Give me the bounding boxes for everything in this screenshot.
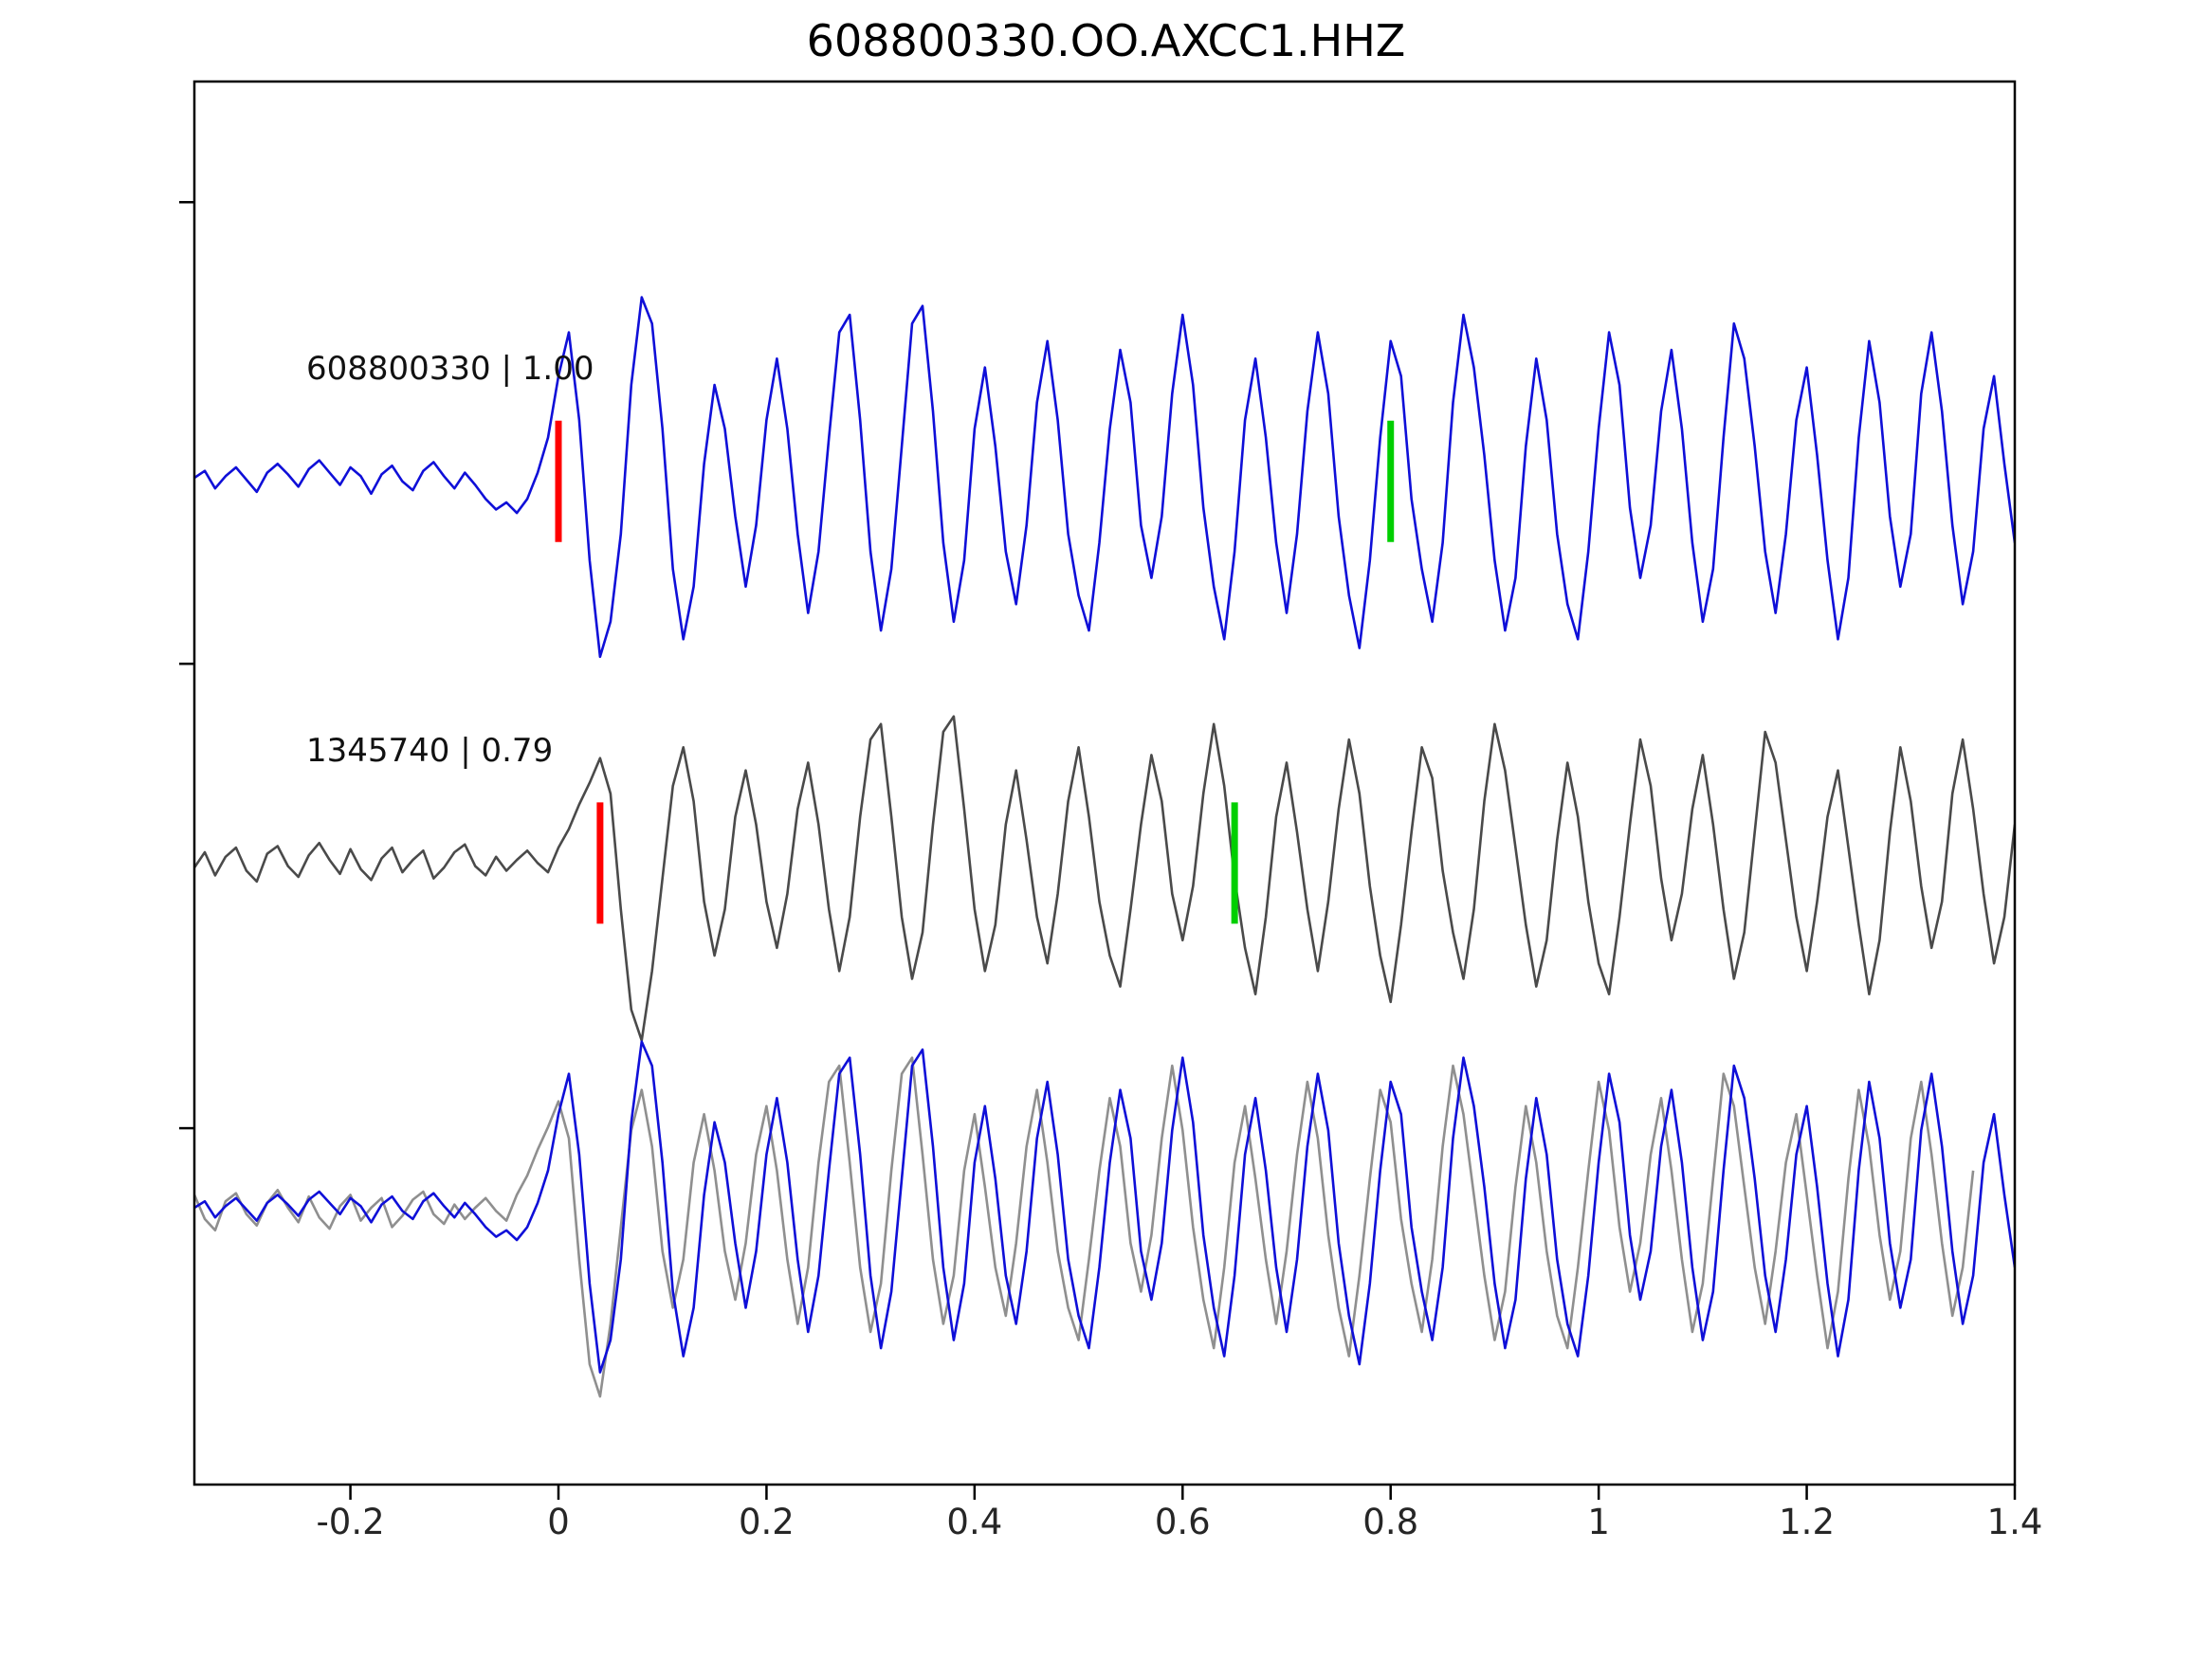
x-tick-label: 1.4 bbox=[1986, 1502, 2043, 1542]
x-tick-label: 0.4 bbox=[946, 1502, 1003, 1542]
overlay-traces-line bbox=[194, 1040, 2015, 1374]
axis-frame bbox=[192, 80, 2017, 1486]
plot-title: 608800330.OO.AXCC1.HHZ bbox=[806, 15, 1406, 66]
x-tick-label: 0 bbox=[547, 1502, 570, 1542]
reference-trace-line bbox=[194, 296, 2015, 659]
trace-label-match: 1345740 | 0.79 bbox=[306, 732, 554, 770]
x-tick-label: 1.2 bbox=[1779, 1502, 1835, 1542]
plot-area: 608800330 | 1.00 1345740 | 0.79 -0.2 0 0.2… bbox=[179, 80, 2042, 1542]
x-tick-label: 1 bbox=[1587, 1502, 1610, 1542]
matched-trace-line bbox=[194, 715, 2015, 1042]
x-tick-label: 0.8 bbox=[1362, 1502, 1419, 1542]
x-tick-label: -0.2 bbox=[316, 1502, 385, 1542]
x-tick-label: 0.6 bbox=[1154, 1502, 1211, 1542]
trace-label-reference: 608800330 | 1.00 bbox=[306, 350, 594, 388]
x-tick-label: 0.2 bbox=[739, 1502, 795, 1542]
overlay-traces-line bbox=[194, 1056, 1975, 1398]
plot-svg bbox=[179, 80, 2017, 1500]
